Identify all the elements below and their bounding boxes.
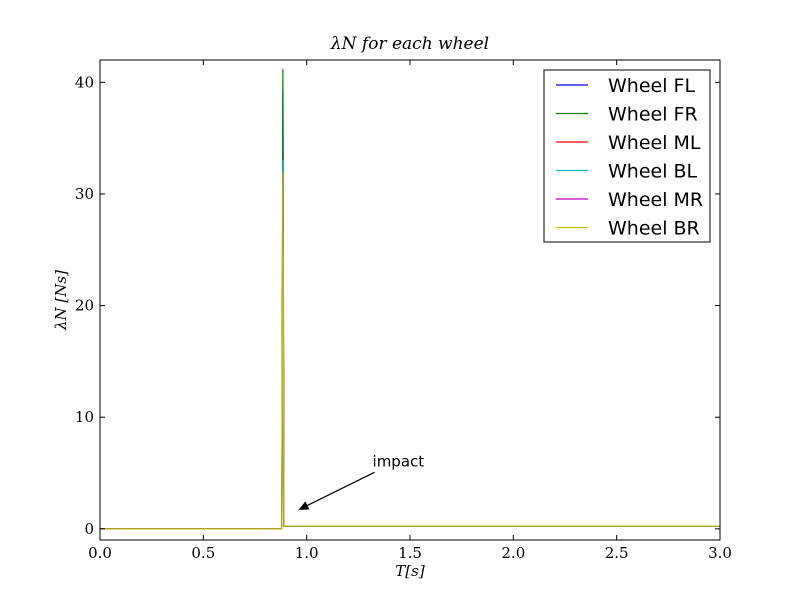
annotation-arrowhead: [298, 501, 310, 510]
y-axis: 0 10 20 30 40: [75, 73, 720, 538]
x-tick-label: 2.0: [501, 544, 525, 562]
legend-label: Wheel ML: [608, 132, 701, 154]
x-axis: 0.0 0.5 1.0 1.5 2.0 2.5 3.0: [88, 60, 732, 562]
x-tick-label: 1.5: [398, 544, 422, 562]
x-tick-label: 0.5: [191, 544, 215, 562]
y-tick-label: 0: [84, 520, 94, 538]
x-tick-label: 0.0: [88, 544, 112, 562]
legend-label: Wheel BR: [608, 218, 700, 240]
x-tick-label: 1.0: [295, 544, 319, 562]
legend-label: Wheel FL: [608, 75, 695, 97]
legend-label: Wheel BL: [608, 161, 698, 183]
series-line-wheel-br: [100, 171, 720, 530]
legend-label: Wheel FR: [608, 104, 698, 126]
annotation-text: impact: [373, 452, 425, 470]
series-layer: [100, 68, 720, 530]
y-tick-label: 20: [75, 297, 94, 315]
annotation-arrow: [307, 471, 375, 506]
y-axis-label: λN [Ns]: [52, 270, 70, 331]
y-tick-label: 30: [75, 185, 94, 203]
x-axis-label: T[s]: [395, 562, 425, 580]
legend: Wheel FL Wheel FR Wheel ML Wheel BL Wheel MR…: [543, 69, 711, 243]
y-tick-label: 10: [75, 408, 94, 426]
y-tick-label: 40: [75, 73, 94, 91]
legend-box: [543, 69, 711, 243]
annotation: impact: [298, 452, 424, 510]
legend-label: Wheel MR: [608, 189, 703, 211]
x-tick-label: 2.5: [605, 544, 629, 562]
x-tick-label: 3.0: [708, 544, 732, 562]
chart-title: λN for each wheel: [330, 34, 489, 54]
